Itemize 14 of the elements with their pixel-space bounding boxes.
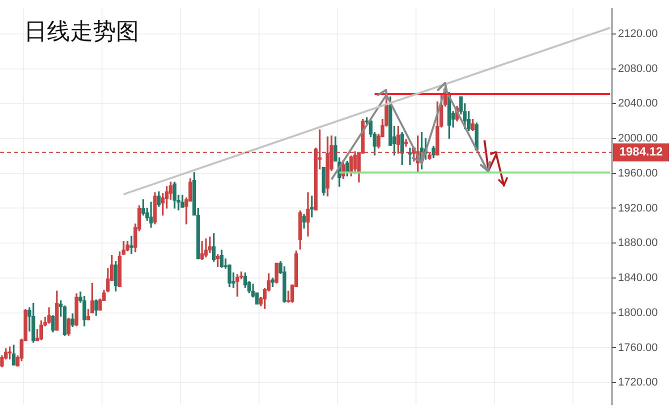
text: 日线走势图	[24, 18, 139, 47]
y-tick-label: 2040.00	[618, 98, 658, 110]
y-tick-label: 1800.00	[618, 306, 658, 319]
y-tick-label: 2000.00	[618, 132, 658, 145]
y-tick-label: 1920.00	[618, 202, 658, 214]
y-tick-label: 2120.00	[618, 28, 658, 40]
candlestick	[130, 236, 134, 254]
y-tick-label: 1880.00	[618, 237, 658, 250]
y-tick-label: 1760.00	[618, 342, 658, 354]
y-tick-label: 1840.00	[618, 272, 658, 284]
y-tick-label: 2080.00	[618, 62, 658, 75]
ref-line-label: 1984.12	[619, 144, 664, 159]
y-tick-label: 1960.00	[618, 167, 658, 180]
y-tick-label: 1720.00	[618, 376, 658, 389]
